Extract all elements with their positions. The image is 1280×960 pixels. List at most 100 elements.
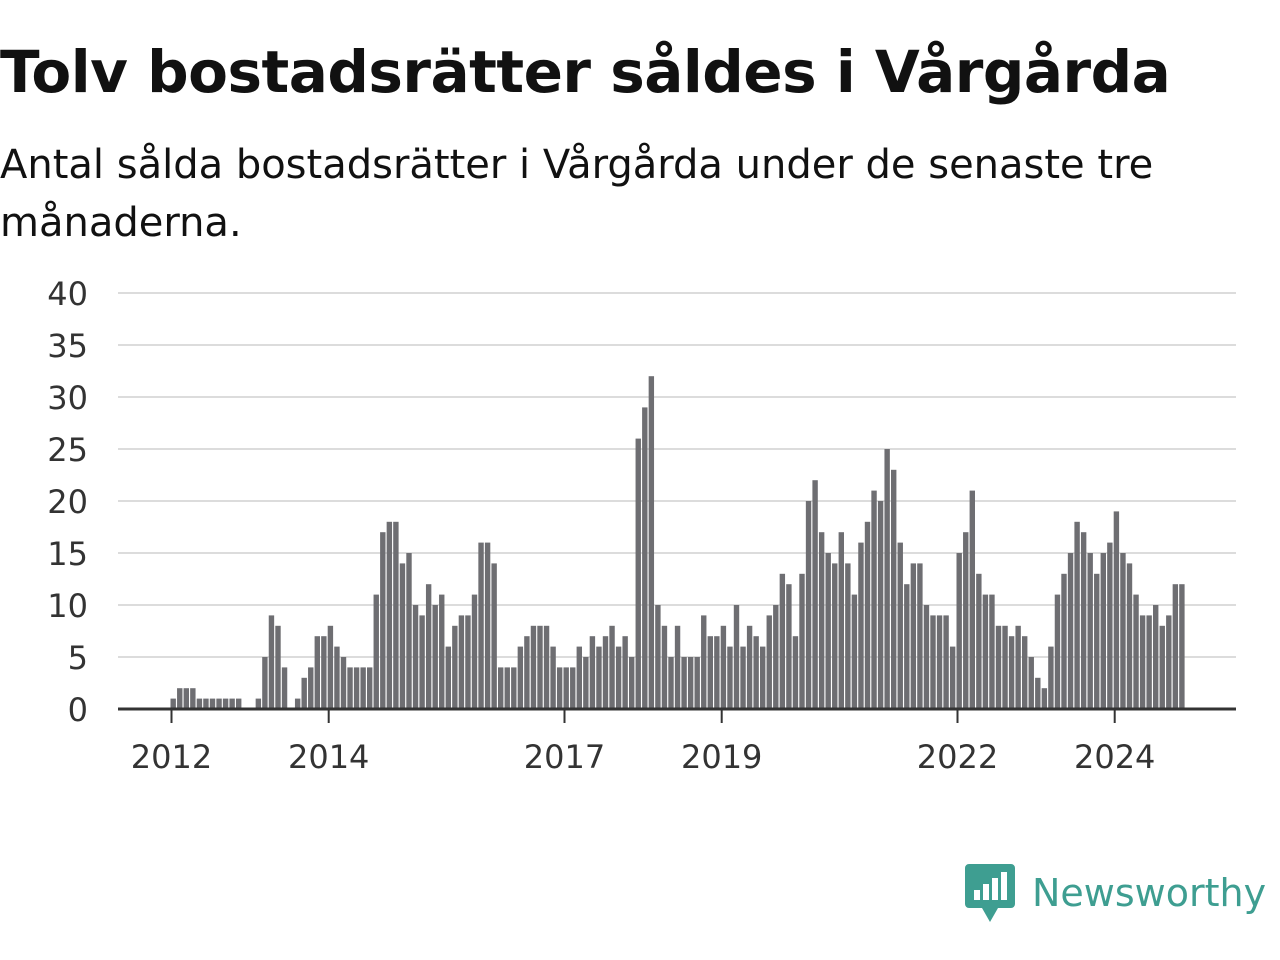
bar bbox=[792, 636, 799, 709]
x-tick-label: 2012 bbox=[131, 738, 212, 776]
bar bbox=[1146, 615, 1152, 709]
y-tick-label: 40 bbox=[47, 275, 88, 313]
x-tick-label: 2022 bbox=[917, 738, 998, 776]
bar bbox=[923, 605, 930, 709]
bar bbox=[190, 688, 196, 709]
bar bbox=[596, 646, 602, 709]
bar bbox=[209, 698, 216, 709]
bar bbox=[1048, 646, 1054, 709]
x-axis: 2012 2014 2017 2019 2022 2024 bbox=[118, 707, 1236, 776]
bar bbox=[943, 615, 949, 709]
bar bbox=[301, 677, 307, 709]
bar bbox=[1015, 625, 1021, 709]
bar bbox=[773, 605, 779, 709]
bar bbox=[786, 584, 792, 709]
bar bbox=[642, 407, 648, 709]
bar bbox=[825, 553, 831, 709]
bar bbox=[255, 698, 262, 709]
bar bbox=[930, 615, 936, 709]
bar bbox=[360, 667, 366, 709]
bar bbox=[511, 667, 517, 709]
bar bbox=[1074, 521, 1080, 709]
bar bbox=[949, 646, 956, 709]
bar bbox=[864, 521, 871, 709]
bar bbox=[550, 646, 556, 709]
bar bbox=[471, 594, 478, 709]
bar bbox=[694, 657, 700, 709]
bar bbox=[838, 532, 844, 709]
bar bbox=[294, 698, 301, 709]
bar bbox=[818, 532, 825, 709]
bar bbox=[812, 480, 818, 709]
bar bbox=[196, 698, 203, 709]
bar bbox=[412, 605, 419, 709]
page-subtitle: Antal sålda bostadsrätter i Vårgårda und… bbox=[0, 142, 1154, 246]
bar bbox=[537, 625, 543, 709]
bar bbox=[484, 542, 491, 709]
y-tick-label: 10 bbox=[47, 587, 88, 625]
bar bbox=[1094, 573, 1100, 709]
bar-chart: 0 5 10 15 20 25 30 35 40 2012 2014 2017 2019 2022 202… bbox=[47, 0, 1236, 776]
bar bbox=[746, 625, 753, 709]
bar bbox=[648, 376, 655, 709]
highlight-value-label: 12 bbox=[1168, 0, 1209, 8]
bar bbox=[570, 667, 576, 709]
bar bbox=[275, 625, 281, 709]
newsworthy-logo: Newsworthy bbox=[964, 862, 1266, 924]
bar bbox=[386, 521, 393, 709]
bar bbox=[321, 636, 327, 709]
bar bbox=[1008, 636, 1015, 709]
bar bbox=[262, 657, 268, 709]
bar bbox=[1133, 594, 1139, 709]
bar bbox=[216, 698, 222, 709]
bar bbox=[871, 490, 877, 709]
x-tick-label: 2024 bbox=[1074, 738, 1155, 776]
bar bbox=[314, 636, 320, 709]
x-tick-label: 2014 bbox=[288, 738, 369, 776]
bar bbox=[556, 667, 563, 709]
bar bbox=[910, 563, 917, 709]
bar bbox=[1002, 625, 1008, 709]
bar bbox=[458, 615, 465, 709]
bar bbox=[517, 646, 524, 709]
bar bbox=[622, 636, 628, 709]
bar bbox=[1159, 625, 1165, 709]
bar bbox=[1054, 594, 1061, 709]
bar bbox=[439, 594, 445, 709]
bar bbox=[1107, 542, 1113, 709]
bar bbox=[629, 657, 635, 709]
bar bbox=[995, 625, 1002, 709]
bar bbox=[733, 605, 740, 709]
bar bbox=[891, 469, 897, 709]
bar bbox=[1041, 688, 1048, 709]
bar bbox=[203, 698, 209, 709]
bar bbox=[380, 532, 386, 709]
bar bbox=[281, 667, 288, 709]
bar bbox=[1179, 584, 1185, 709]
bar bbox=[609, 625, 615, 709]
bar bbox=[1067, 553, 1074, 709]
y-tick-label: 25 bbox=[47, 431, 88, 469]
bar bbox=[674, 625, 681, 709]
bar bbox=[1153, 605, 1159, 709]
bar bbox=[1080, 532, 1087, 709]
bar bbox=[727, 646, 733, 709]
bar bbox=[445, 646, 451, 709]
bar bbox=[963, 532, 969, 709]
y-axis-ticks: 0 5 10 15 20 25 30 35 40 bbox=[47, 275, 88, 729]
bar bbox=[373, 594, 379, 709]
bar bbox=[583, 657, 589, 709]
bar bbox=[334, 646, 340, 709]
bar bbox=[720, 625, 727, 709]
bar bbox=[904, 584, 910, 709]
bar bbox=[851, 594, 858, 709]
bar bbox=[1022, 636, 1028, 709]
bar bbox=[668, 657, 674, 709]
bar bbox=[543, 625, 550, 709]
bar bbox=[714, 636, 720, 709]
bar bbox=[976, 573, 982, 709]
bar bbox=[956, 553, 962, 709]
bar bbox=[498, 667, 504, 709]
bar bbox=[353, 667, 360, 709]
bar bbox=[1100, 553, 1106, 709]
